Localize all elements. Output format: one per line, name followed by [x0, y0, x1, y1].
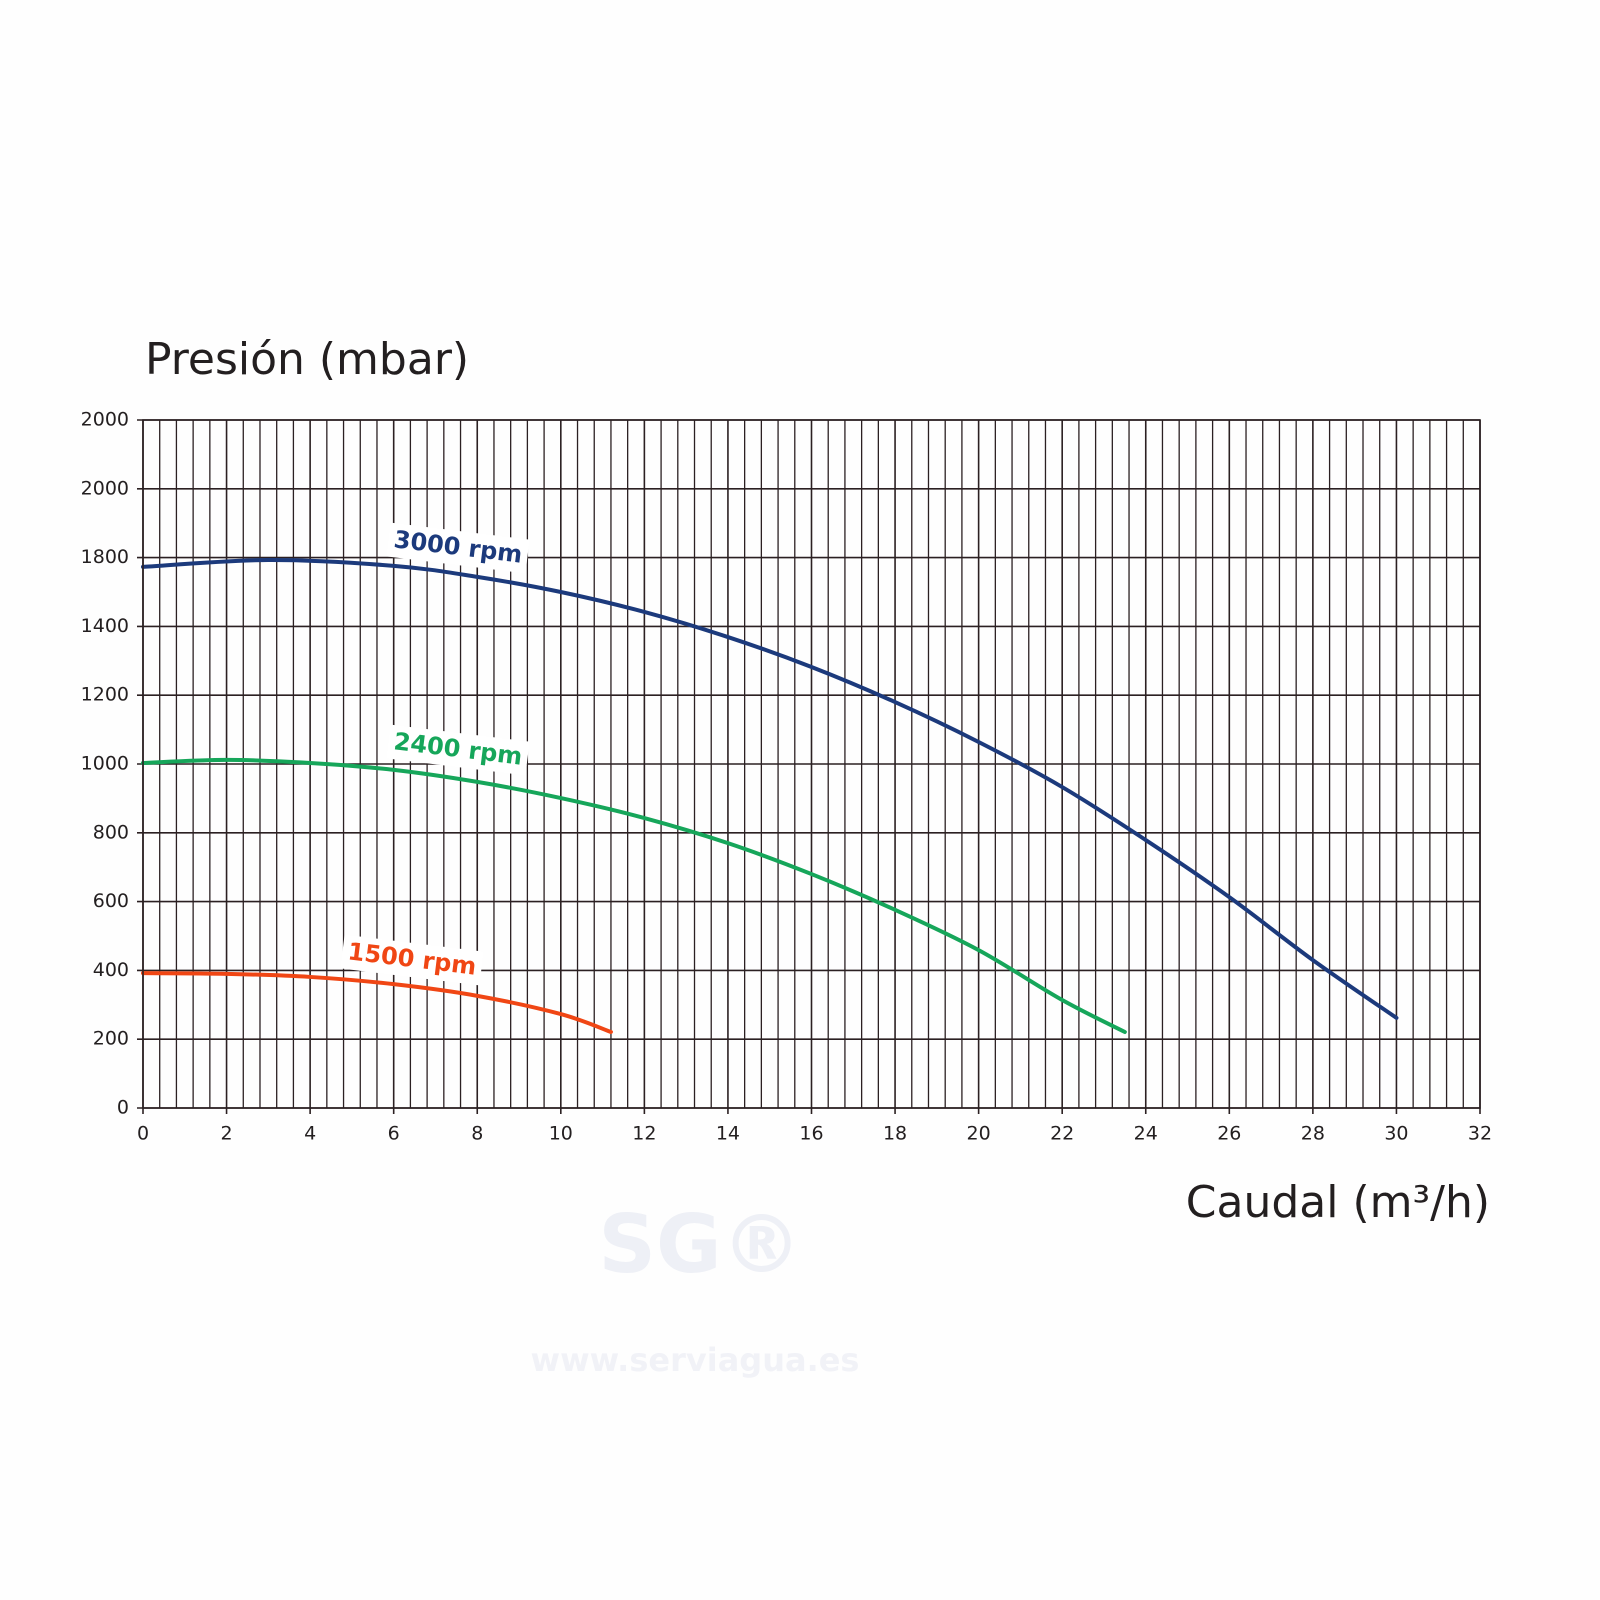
- x-tick-label: 16: [799, 1123, 823, 1145]
- x-tick-label: 26: [1217, 1123, 1241, 1145]
- x-tick-label: 18: [883, 1123, 907, 1145]
- watermark-logo: SG®: [598, 1198, 801, 1291]
- x-tick-label: 20: [967, 1123, 991, 1145]
- y-tick-label: 2000: [81, 409, 129, 431]
- y-axis-title: Presión (mbar): [145, 334, 469, 385]
- x-tick-label: 24: [1134, 1123, 1158, 1145]
- x-tick-label: 30: [1384, 1123, 1408, 1145]
- label-background: [340, 934, 484, 986]
- y-tick-label: 400: [93, 959, 129, 981]
- y-tick-label: 1000: [81, 753, 129, 775]
- curve: [141, 971, 613, 1034]
- label-background: [386, 724, 530, 776]
- y-tick-label: 0: [117, 1097, 129, 1119]
- y-tick-label: 800: [93, 821, 129, 843]
- watermark-url: www.serviagua.es: [531, 1341, 860, 1379]
- x-tick-label: 0: [137, 1123, 149, 1145]
- plot-frame: [142, 419, 1481, 1109]
- x-tick-label: 6: [388, 1123, 400, 1145]
- y-tick-label: 1200: [81, 684, 129, 706]
- y-tick-label: 1800: [81, 546, 129, 568]
- x-tick-label: 4: [304, 1123, 316, 1145]
- x-tick-label: 14: [716, 1123, 740, 1145]
- x-tick-label: 22: [1050, 1123, 1074, 1145]
- x-tick-label: 10: [549, 1123, 573, 1145]
- y-tick-label: 1400: [81, 615, 129, 637]
- y-tick-label: 2000: [81, 477, 129, 499]
- curve: [141, 558, 1399, 1020]
- x-tick-label: 2: [221, 1123, 233, 1145]
- x-axis-title: Caudal (m³/h): [1186, 1177, 1490, 1228]
- x-tick-label: 32: [1468, 1123, 1492, 1145]
- x-tick-label: 28: [1301, 1123, 1325, 1145]
- y-tick-label: 600: [93, 890, 129, 912]
- curve-label-group: 1500 rpm: [340, 934, 484, 986]
- label-background: [386, 522, 530, 574]
- x-tick-label: 12: [632, 1123, 656, 1145]
- x-tick-label: 8: [471, 1123, 483, 1145]
- y-tick-label: 200: [93, 1028, 129, 1050]
- curve: [141, 757, 1127, 1034]
- curve-label-group: 2400 rpm: [386, 724, 530, 776]
